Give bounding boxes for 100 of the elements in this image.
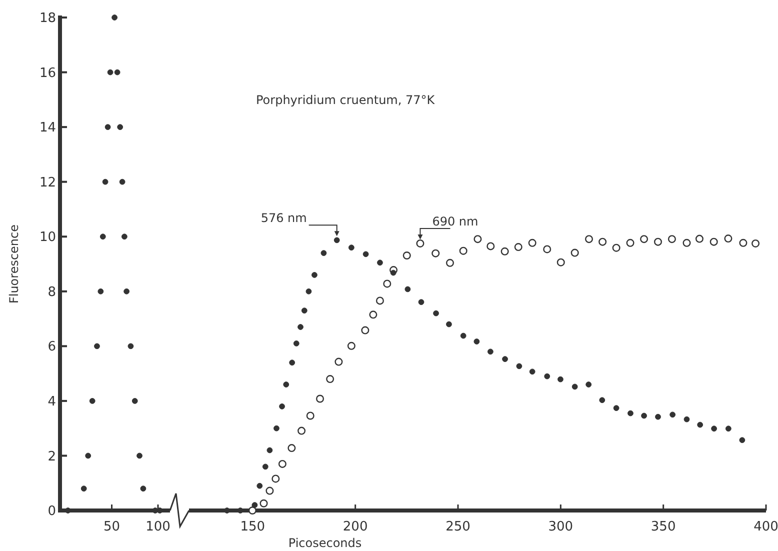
point <box>132 398 138 404</box>
point <box>272 474 280 483</box>
x-tick-label: 400 <box>754 520 778 534</box>
point <box>598 238 607 246</box>
y-tick-label: 6 <box>48 340 56 355</box>
point <box>684 416 690 422</box>
point <box>347 342 356 350</box>
point <box>262 464 268 470</box>
point <box>514 243 522 252</box>
point <box>107 69 114 76</box>
point <box>460 332 466 339</box>
point <box>256 482 263 489</box>
point <box>369 310 378 319</box>
point <box>752 239 760 248</box>
point <box>558 376 564 382</box>
point <box>289 360 296 366</box>
point <box>474 235 482 244</box>
point <box>266 486 274 495</box>
point <box>390 270 396 276</box>
y-tick-label: 4 <box>48 394 56 410</box>
point <box>711 426 717 432</box>
point <box>404 286 411 292</box>
point <box>654 238 662 246</box>
point <box>376 296 384 305</box>
point <box>377 260 383 266</box>
point <box>487 348 494 355</box>
point <box>383 280 392 288</box>
point <box>248 506 256 514</box>
y-axis-title: Fluorescence <box>7 224 21 304</box>
point <box>298 426 306 435</box>
point <box>104 124 111 130</box>
point <box>252 502 258 508</box>
point <box>516 363 522 370</box>
point <box>446 258 454 267</box>
point <box>626 238 634 247</box>
point <box>570 248 579 257</box>
point <box>486 242 495 250</box>
point <box>432 249 440 258</box>
point <box>655 414 661 420</box>
y-tick-label: 18 <box>39 11 56 26</box>
y-tick-label: 8 <box>48 284 56 300</box>
y-tick-label: 16 <box>39 66 56 81</box>
point <box>301 308 308 314</box>
point <box>613 405 620 412</box>
point <box>572 384 578 390</box>
y-tick-label: 12 <box>39 175 56 190</box>
point <box>112 14 118 20</box>
point <box>274 425 280 432</box>
point <box>306 288 312 294</box>
point <box>260 499 268 508</box>
point <box>739 238 748 247</box>
point <box>670 412 676 418</box>
point <box>556 258 565 266</box>
point <box>641 412 647 419</box>
point <box>283 382 290 388</box>
point <box>102 178 108 185</box>
point <box>543 245 552 254</box>
x-axis-title: Picoseconds <box>288 536 362 550</box>
y-tick-label: 0 <box>48 504 56 520</box>
y-tick-label: 2 <box>48 449 56 464</box>
point <box>528 238 536 247</box>
x-tick-label: 250 <box>446 520 470 534</box>
point <box>293 340 300 346</box>
point <box>416 239 424 248</box>
point <box>312 272 318 278</box>
point <box>316 394 324 403</box>
point <box>474 338 480 344</box>
point <box>278 460 286 468</box>
point <box>320 250 327 256</box>
point <box>586 382 592 388</box>
point <box>628 410 634 416</box>
point <box>288 444 296 452</box>
x-tick-label: 350 <box>650 520 676 534</box>
point <box>459 246 468 255</box>
point <box>710 238 718 246</box>
point <box>599 397 606 404</box>
point <box>100 234 106 240</box>
x-tick-label: 300 <box>548 520 574 534</box>
point <box>500 247 509 256</box>
point <box>362 251 369 258</box>
point <box>136 452 142 459</box>
point <box>544 373 550 380</box>
point <box>94 343 100 350</box>
y-tick-label: 10 <box>39 230 56 246</box>
point <box>298 324 304 330</box>
point <box>89 398 96 404</box>
annotation: 690 nm <box>432 214 478 228</box>
point <box>114 69 120 76</box>
point <box>725 426 732 432</box>
point <box>306 412 314 420</box>
x-tick-label: 150 <box>240 520 266 534</box>
point <box>121 234 128 240</box>
point <box>695 234 704 243</box>
point <box>612 244 620 252</box>
point <box>724 234 732 243</box>
point <box>585 235 593 244</box>
point <box>446 321 452 328</box>
y-tick-label: 14 <box>39 120 56 136</box>
point <box>98 288 104 294</box>
point <box>640 235 648 244</box>
